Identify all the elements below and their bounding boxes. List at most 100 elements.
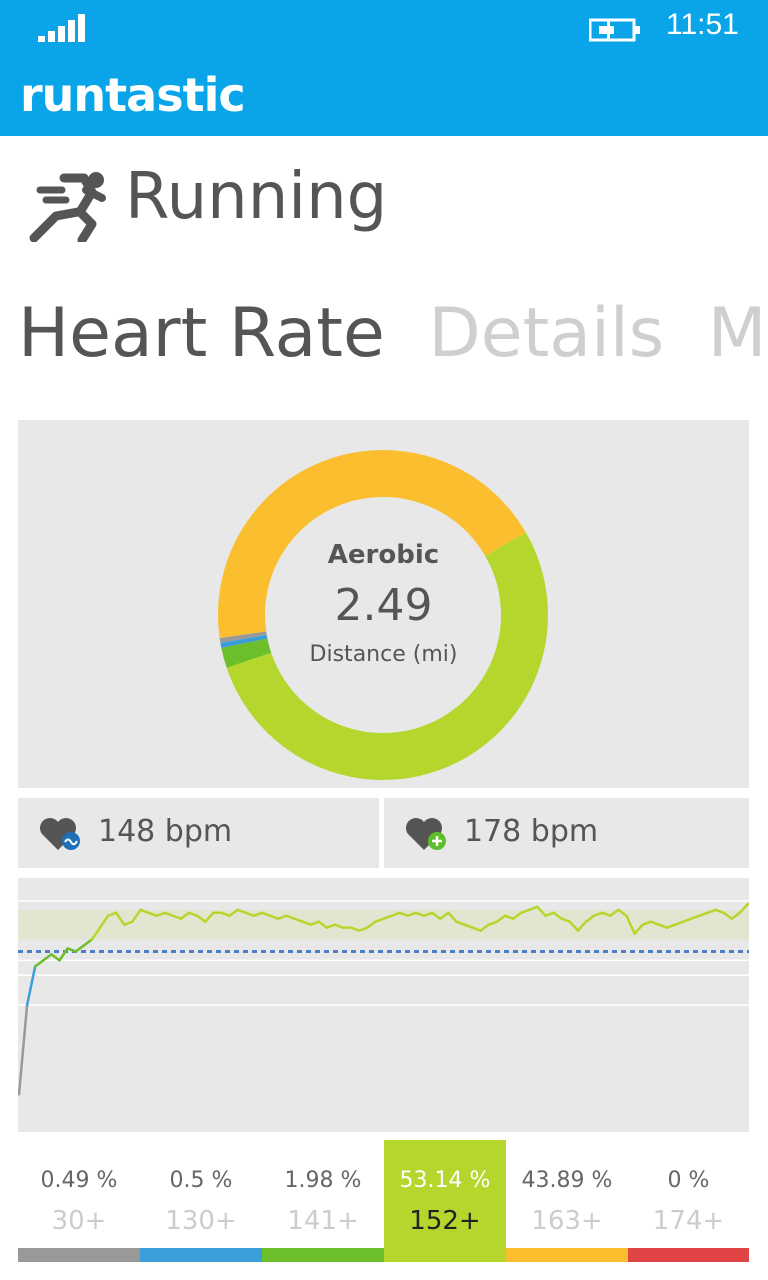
zone-item[interactable]: 0 % 174+: [628, 1140, 749, 1262]
zone-threshold: 30+: [51, 1206, 107, 1236]
heart-rate-segment: [738, 902, 750, 915]
activity-title: Running: [125, 160, 388, 234]
heart-rate-segment: [657, 923, 669, 929]
heart-rate-segment: [50, 953, 61, 962]
heart-rate-segment: [171, 914, 183, 920]
zone-percent: 1.98 %: [284, 1168, 362, 1193]
donut-segment-163: [218, 450, 548, 780]
zone-threshold: 130+: [165, 1206, 237, 1236]
donut-distance-unit: Distance (mi): [309, 642, 458, 667]
heart-rate-segment: [139, 908, 150, 915]
heart-rate-segment: [641, 920, 653, 926]
heart-rate-segment: [722, 911, 734, 920]
heart-rate-segment: [382, 914, 393, 920]
donut-zone-label: Aerobic: [327, 540, 440, 570]
zone-donut-chart: [218, 450, 548, 780]
zone-percent: 0.49 %: [40, 1168, 118, 1193]
tab-details[interactable]: Details: [428, 294, 665, 373]
zone-threshold: 141+: [287, 1206, 359, 1236]
zone-threshold: 152+: [409, 1206, 481, 1236]
signal-strength-icon: [38, 14, 85, 42]
heart-rate-segment: [123, 920, 134, 926]
heart-rate-segment: [681, 917, 693, 923]
zone-item[interactable]: 43.89 % 163+: [506, 1140, 628, 1262]
heart-rate-segment: [600, 911, 612, 917]
heart-rate-segment: [406, 911, 418, 917]
heart-rate-segment: [17, 1003, 29, 1096]
heart-rate-segment: [390, 911, 401, 917]
zone-color-bar: [506, 1248, 628, 1262]
heart-average-icon: [40, 818, 80, 850]
heart-rate-segment: [236, 908, 248, 915]
tab-heart-rate[interactable]: Heart Rate: [18, 294, 385, 373]
average-heart-rate-box: 148 bpm: [18, 798, 379, 868]
heart-rate-segment: [325, 923, 337, 929]
zone-percent: 0.5 %: [169, 1168, 233, 1193]
zone-item[interactable]: 0.5 % 130+: [140, 1140, 262, 1262]
heart-rate-segment: [673, 920, 685, 926]
heart-rate-segment: [665, 923, 677, 929]
heart-rate-segment: [625, 914, 636, 935]
heart-rate-segment: [309, 920, 320, 926]
heart-rate-segment: [560, 917, 572, 923]
zone-percent: 0 %: [667, 1168, 710, 1193]
heart-rate-segment: [438, 911, 450, 920]
heart-rate-segment: [698, 911, 709, 917]
heart-rate-segment: [374, 917, 385, 923]
zone-donut-panel: Aerobic 2.49 Distance (mi): [18, 420, 749, 788]
heart-rate-segment: [455, 920, 466, 926]
heart-rate-segment: [268, 914, 280, 920]
heart-rate-segment: [730, 911, 742, 920]
zone-color-bar: [628, 1248, 749, 1262]
heart-rate-segment: [260, 911, 272, 917]
heart-rate-segment: [333, 923, 345, 929]
heart-rate-segment: [422, 911, 434, 917]
heart-rate-segment: [414, 911, 426, 917]
heart-rate-segment: [479, 923, 491, 932]
donut-segment-152: [218, 450, 548, 780]
heart-rate-segment: [42, 953, 53, 962]
heart-rate-segment: [714, 908, 725, 915]
zone-threshold: 174+: [652, 1206, 725, 1236]
heart-rate-segment: [155, 911, 167, 917]
heart-rate-segment: [357, 926, 369, 932]
heart-rate-segment: [147, 911, 158, 917]
heart-rate-segment: [366, 920, 377, 929]
zone-color-bar: [140, 1248, 262, 1262]
heart-rate-segment: [447, 911, 458, 923]
zone-percent: 53.14 %: [399, 1168, 491, 1193]
heart-rate-segment: [495, 914, 507, 923]
heart-rate-segment: [204, 911, 215, 923]
pivot-tabs: Heart Rate Details Map: [18, 292, 768, 382]
max-heart-rate: 178 bpm: [464, 814, 599, 849]
heart-rate-segment: [317, 920, 329, 929]
heart-rate-segment: [471, 926, 482, 932]
heart-rate-segment: [528, 905, 539, 912]
heart-rate-segment: [228, 908, 239, 917]
heart-rate-segment: [398, 911, 410, 917]
status-time: 11:51: [666, 8, 739, 41]
heart-rate-segment: [690, 914, 701, 920]
heart-rate-segment: [90, 926, 102, 941]
heart-rate-segment: [276, 914, 288, 920]
heart-rate-segment: [220, 911, 231, 917]
heart-rate-segment: [617, 908, 628, 917]
tab-map[interactable]: Map: [707, 294, 768, 373]
heart-rate-segment: [519, 908, 531, 915]
heart-rate-segment: [293, 917, 304, 923]
heart-rate-segment: [301, 920, 312, 926]
heart-rate-segment: [544, 911, 555, 917]
zone-color-bar: [18, 1248, 140, 1262]
heart-rate-segment: [487, 920, 499, 926]
zone-item[interactable]: 53.14 % 152+: [384, 1140, 506, 1262]
zone-item[interactable]: 1.98 % 141+: [262, 1140, 384, 1262]
heart-rate-segment: [576, 920, 588, 932]
heart-rate-segment: [511, 911, 523, 920]
heart-rate-segment: [66, 947, 77, 953]
zone-item[interactable]: 0.49 % 30+: [18, 1140, 140, 1262]
max-heart-rate-box: 178 bpm: [384, 798, 749, 868]
heart-rate-line-chart: [17, 900, 750, 1096]
heart-rate-segment: [187, 911, 199, 917]
heart-rate-segment: [252, 911, 264, 917]
heart-rate-segment: [285, 914, 296, 920]
